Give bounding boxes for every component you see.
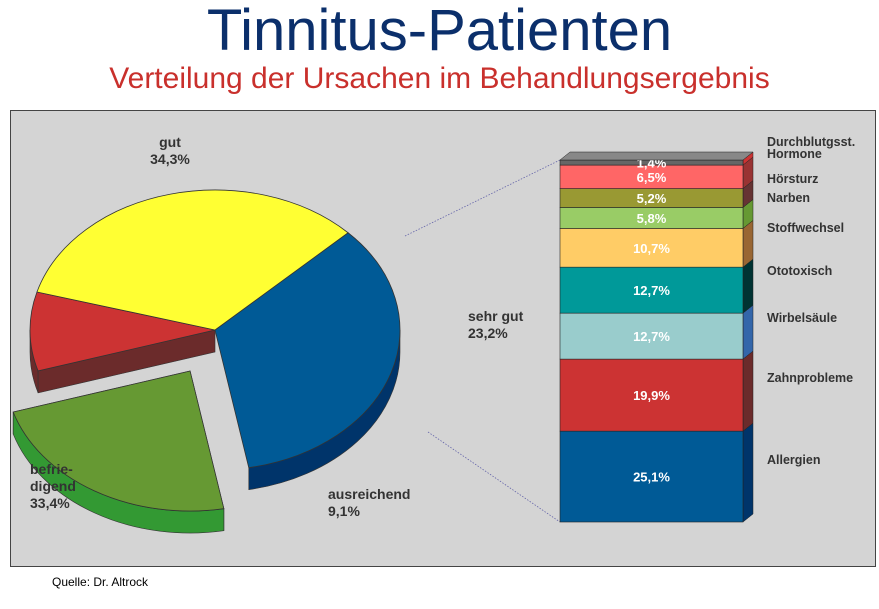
bar-value-zahnprobleme: 19,9% (633, 388, 670, 403)
bar-label-durchblutgsst: Durchblutgsst. (767, 135, 855, 149)
page-title: Tinnitus-Patienten (206, 0, 673, 63)
bar-value-ototoxisch: 12,7% (633, 283, 670, 298)
bar-segment-side-zahnprobleme (742, 350, 754, 432)
bar-label-ototoxisch: Ototoxisch (767, 264, 832, 278)
bar-value-hörsturz: 5,2% (637, 191, 667, 206)
bar-label-hormone: Hormone (767, 147, 822, 161)
pie-label-ausreichend: ausreichend 9,1% (328, 486, 410, 519)
pie-label-gut: gut 34,3% (150, 134, 190, 167)
bar-value-narben: 5,8% (637, 211, 667, 226)
pie-slice-gut (214, 232, 401, 469)
bar-segment-side-allergien (742, 422, 754, 523)
bar-segment-zahnprobleme (559, 358, 744, 432)
bar-value-stoffwechsel: 10,7% (633, 241, 670, 256)
pie-slice-ausreichend (29, 291, 216, 372)
pie-label-sehr-gut: sehr gut 23,2% (468, 308, 524, 341)
pie-label-befrie-digend: befrie-digend 33,4% (30, 461, 76, 511)
bar-label-hörsturz: Hörsturz (767, 172, 818, 186)
chart-panel: gut 34,3% sehr gut 23,2% ausreichend 9,1% befr… (10, 110, 876, 567)
bar-segment-allergien (559, 430, 744, 523)
source-note: Quelle: Dr. Altrock (52, 575, 149, 589)
bar-value-wirbelsäule: 12,7% (633, 329, 670, 344)
bar-segment-wirbelsäule (559, 312, 744, 360)
connector-line-bottom (427, 431, 561, 523)
bar-segment-side-wirbelsäule (742, 304, 754, 360)
bar-label-wirbelsäule: Wirbelsäule (767, 311, 837, 325)
bar-segment-side-ototoxisch (742, 258, 754, 314)
bar-value-hormone: 6,5% (637, 170, 667, 185)
bar-value-allergien: 25,1% (633, 470, 670, 485)
bar-segment-ototoxisch (559, 266, 744, 314)
bar-label-narben: Narben (767, 191, 810, 205)
pie-slice-befrie-digend (36, 189, 349, 331)
page-subtitle: Verteilung der Ursachen im Behandlungser… (109, 62, 770, 95)
bar-segment-stoffwechsel (559, 228, 744, 268)
pie-slice-sehr-gut (12, 370, 225, 512)
bar-label-zahnprobleme: Zahnprobleme (767, 371, 853, 385)
bar-label-allergien: Allergien (767, 453, 821, 467)
bar-top-cap (559, 151, 754, 161)
bar-label-stoffwechsel: Stoffwechsel (767, 221, 844, 235)
